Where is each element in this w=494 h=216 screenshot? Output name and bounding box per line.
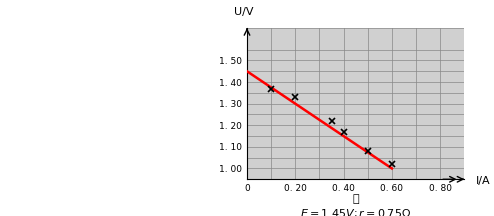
Text: U/V: U/V xyxy=(235,7,254,17)
Text: 丙: 丙 xyxy=(352,194,359,204)
Text: $E = 1.45V; r = 0.75\Omega$: $E = 1.45V; r = 0.75\Omega$ xyxy=(300,207,411,216)
Text: I/A: I/A xyxy=(475,176,490,186)
